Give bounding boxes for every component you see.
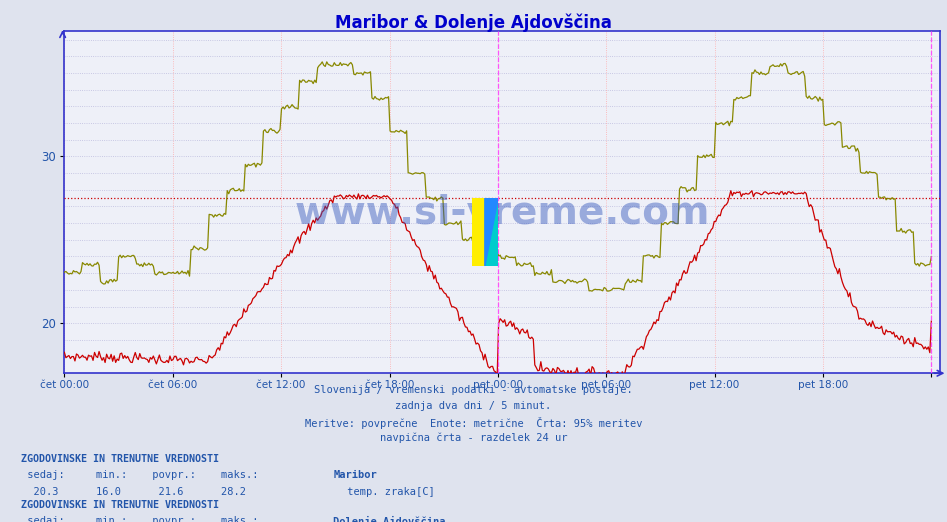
Text: Meritve: povprečne  Enote: metrične  Črta: 95% meritev: Meritve: povprečne Enote: metrične Črta:…	[305, 417, 642, 429]
Text: Slovenija / vremenski podatki - avtomatske postaje.: Slovenija / vremenski podatki - avtomats…	[314, 385, 633, 395]
Text: sedaj:     min.:    povpr.:    maks.:: sedaj: min.: povpr.: maks.:	[21, 516, 259, 522]
Text: ZGODOVINSKE IN TRENUTNE VREDNOSTI: ZGODOVINSKE IN TRENUTNE VREDNOSTI	[21, 454, 219, 464]
Text: navpična črta - razdelek 24 ur: navpična črta - razdelek 24 ur	[380, 432, 567, 443]
Polygon shape	[485, 198, 498, 266]
Text: Maribor: Maribor	[333, 470, 377, 480]
Text: ZGODOVINSKE IN TRENUTNE VREDNOSTI: ZGODOVINSKE IN TRENUTNE VREDNOSTI	[21, 500, 219, 510]
Text: Dolenje Ajdovščina: Dolenje Ajdovščina	[333, 516, 446, 522]
Text: Maribor & Dolenje Ajdovščina: Maribor & Dolenje Ajdovščina	[335, 13, 612, 31]
Text: 20.3      16.0      21.6      28.2: 20.3 16.0 21.6 28.2	[21, 487, 246, 496]
Text: zadnja dva dni / 5 minut.: zadnja dva dni / 5 minut.	[396, 401, 551, 411]
Text: temp. zraka[C]: temp. zraka[C]	[341, 487, 435, 496]
Bar	[472, 198, 485, 266]
Text: www.si-vreme.com: www.si-vreme.com	[295, 194, 710, 232]
Text: sedaj:     min.:    povpr.:    maks.:: sedaj: min.: povpr.: maks.:	[21, 470, 259, 480]
Polygon shape	[485, 198, 498, 266]
